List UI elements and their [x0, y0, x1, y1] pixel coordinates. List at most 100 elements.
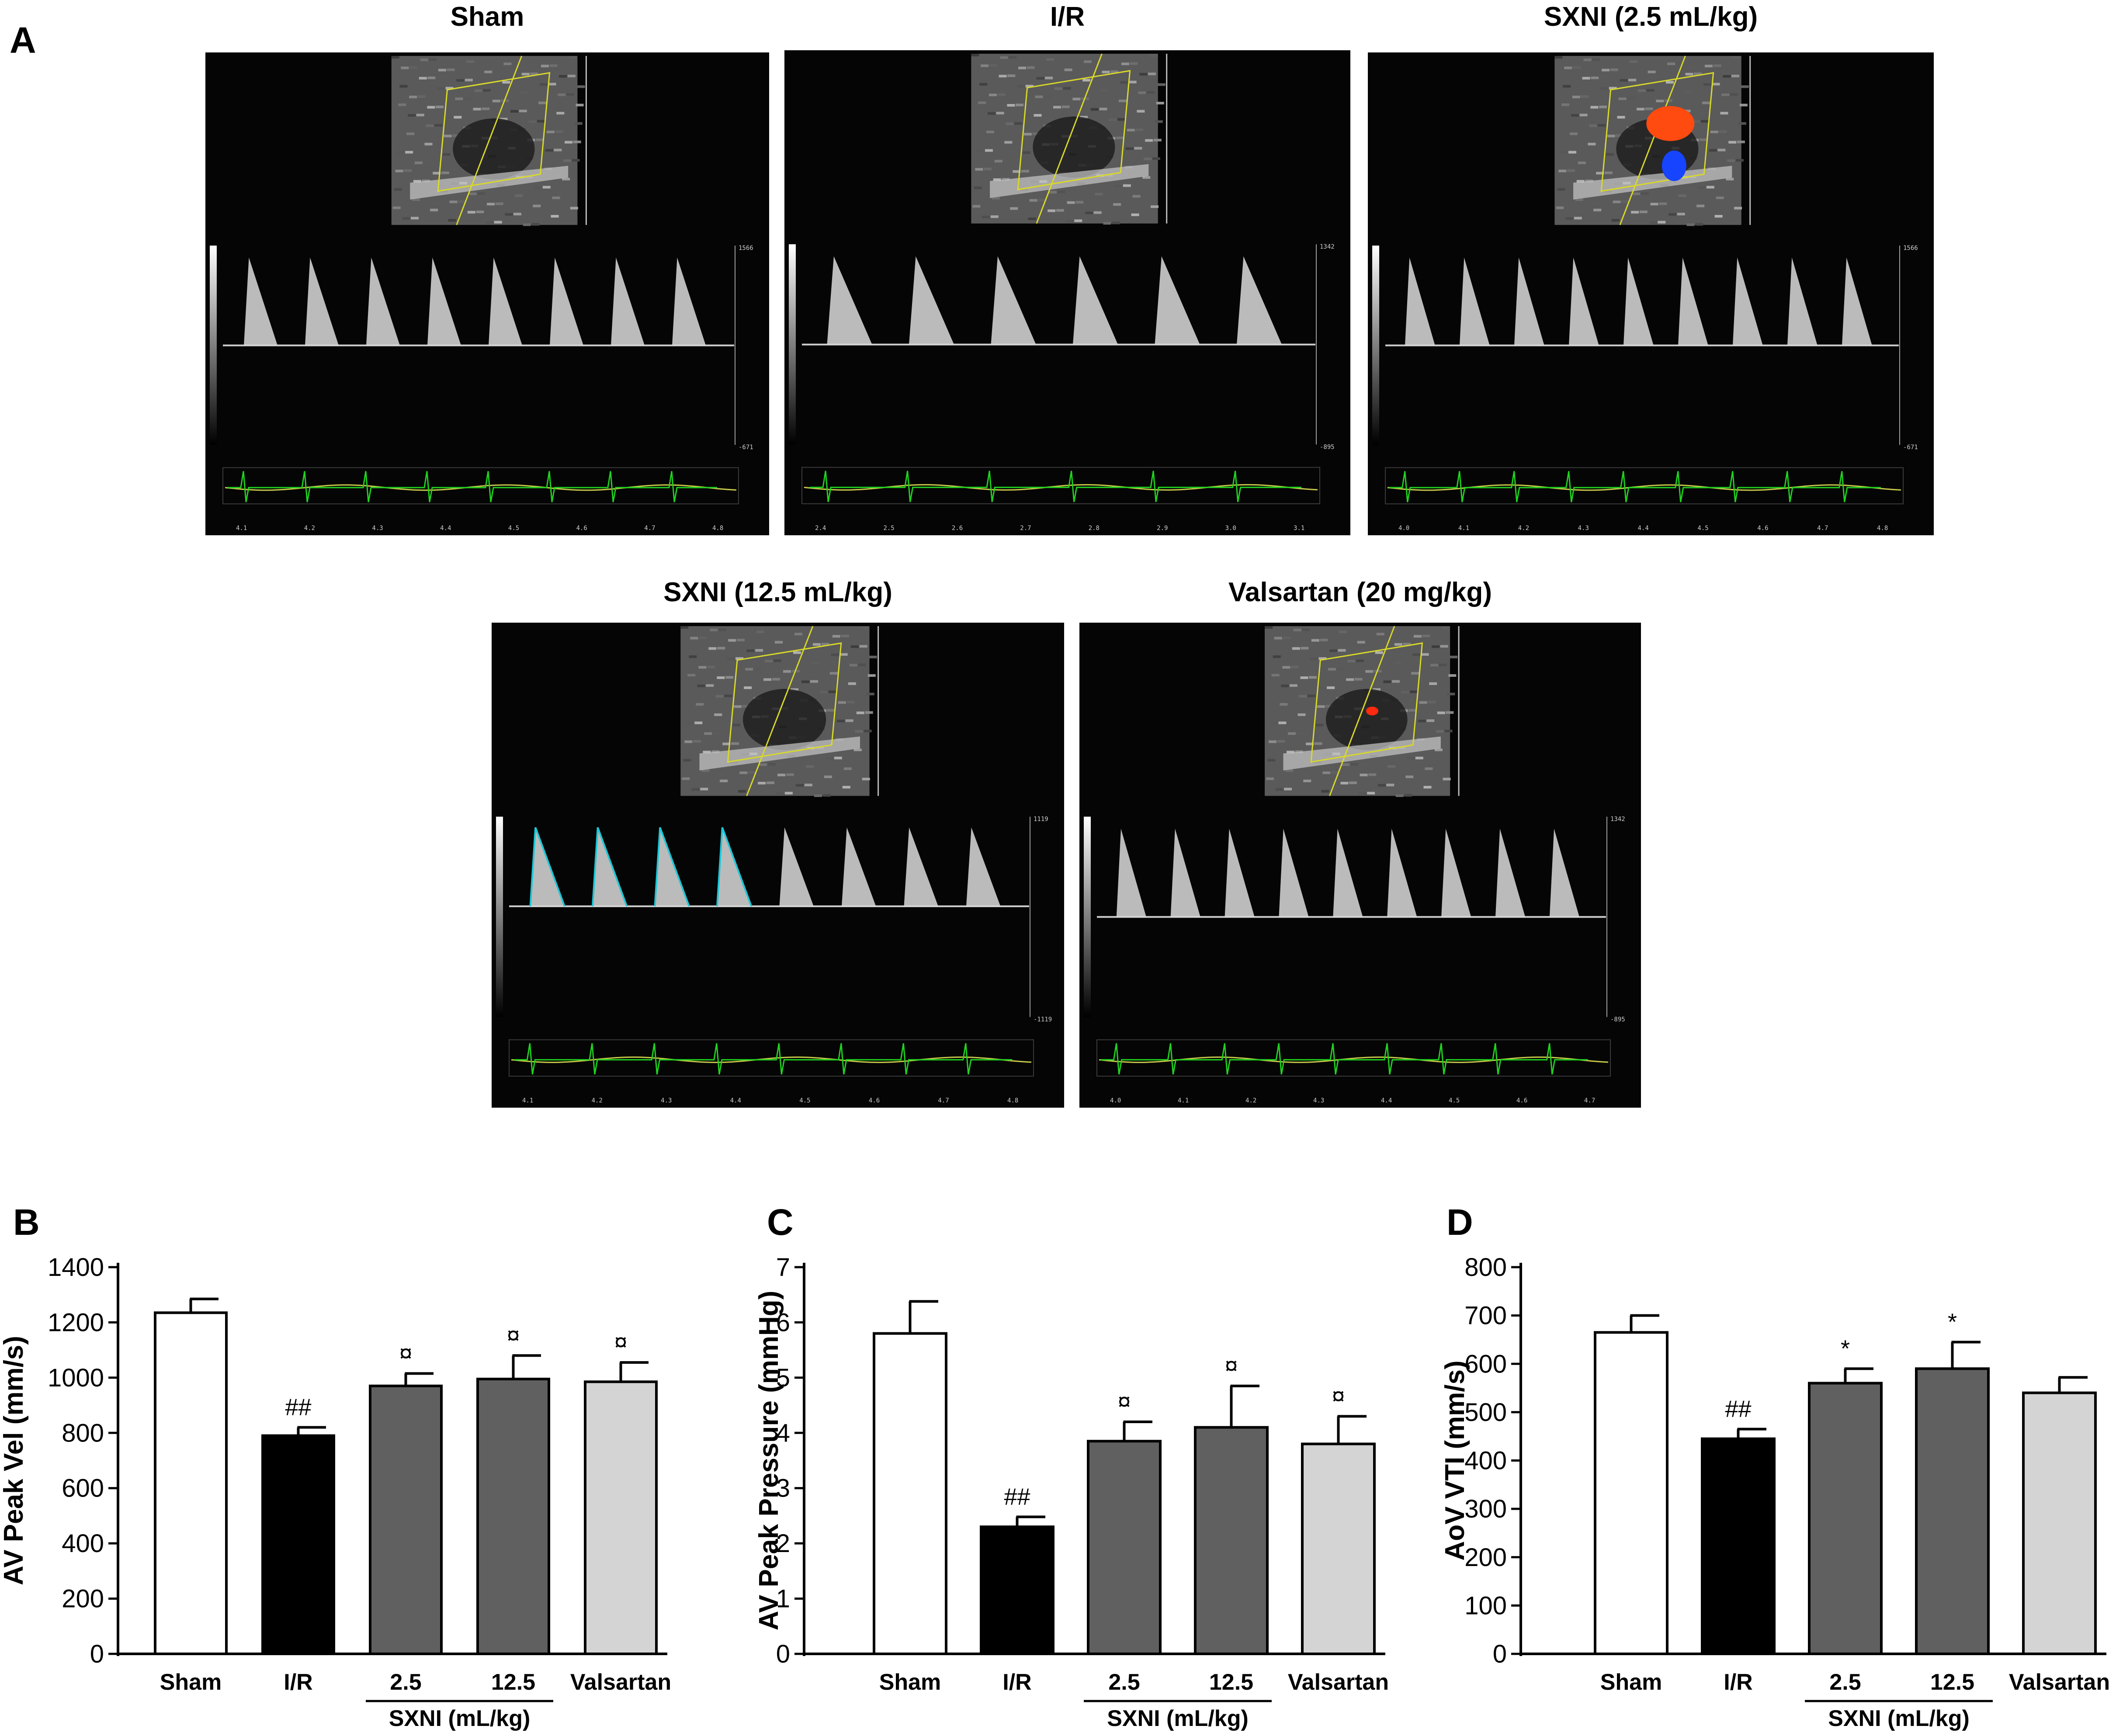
svg-text:4.7: 4.7: [1817, 525, 1828, 532]
svg-text:4.0: 4.0: [1110, 1097, 1121, 1104]
svg-text:4.5: 4.5: [1449, 1097, 1460, 1104]
bar: [1915, 1367, 1990, 1655]
svg-text:2.5: 2.5: [883, 525, 894, 532]
svg-text:4.6: 4.6: [1516, 1097, 1527, 1104]
svg-text:2.8: 2.8: [1089, 525, 1100, 532]
y-tick-label: 1400: [48, 1253, 104, 1282]
y-tick-label: 600: [1464, 1350, 1507, 1378]
x-category-label: Valsartan: [1288, 1670, 1389, 1695]
bar: [1301, 1442, 1376, 1655]
svg-text:2.7: 2.7: [1020, 525, 1031, 532]
svg-text:1342: 1342: [1610, 816, 1625, 823]
bar: [1594, 1331, 1669, 1655]
panel-letter-d: D: [1447, 1202, 1473, 1243]
bar: [261, 1434, 335, 1655]
bar: [1808, 1382, 1883, 1655]
svg-text:-1119: -1119: [1034, 1016, 1052, 1023]
svg-text:-895: -895: [1320, 444, 1335, 450]
ultrasound-image: 1566 -671 4.1 4.2 4.3 4.4 4.5 4.6 4.7 4.8: [205, 52, 769, 535]
y-tick-label: 5: [776, 1364, 790, 1392]
bar-chart-av-peak-vel: 0 200 400 600 800 1000 1200 1400 AV Peak Vel (mm…: [0, 1223, 708, 1735]
svg-text:4.5: 4.5: [508, 525, 519, 532]
svg-text:4.1: 4.1: [236, 525, 247, 532]
significance-label: ¤: [614, 1329, 627, 1355]
ultrasound-title: Sham: [450, 2, 524, 32]
x-category-label: Sham: [1600, 1670, 1662, 1695]
svg-text:4.5: 4.5: [1697, 525, 1708, 532]
panel-letter-c: C: [767, 1202, 794, 1243]
svg-text:4.6: 4.6: [869, 1097, 880, 1104]
significance-label: ##: [1004, 1483, 1030, 1510]
group-label: SXNI (mL/kg): [389, 1706, 531, 1731]
significance-label: ¤: [1225, 1353, 1238, 1379]
y-tick-label: 0: [90, 1640, 104, 1668]
bar: [369, 1384, 443, 1656]
x-category-label: 12.5: [1209, 1670, 1253, 1695]
ultrasound-title: Valsartan (20 mg/kg): [1228, 577, 1492, 607]
bar: [1701, 1437, 1776, 1655]
y-tick-label: 1: [776, 1585, 790, 1613]
y-tick-label: 1200: [48, 1308, 104, 1337]
bar: [2022, 1391, 2097, 1655]
x-category-label: I/R: [1002, 1670, 1031, 1695]
svg-text:2.4: 2.4: [815, 525, 826, 532]
bar: [873, 1332, 947, 1655]
svg-text:4.1: 4.1: [522, 1097, 533, 1104]
significance-label: ¤: [1117, 1389, 1131, 1415]
y-tick-label: 700: [1464, 1302, 1507, 1330]
x-category-label: 12.5: [491, 1670, 535, 1695]
svg-text:4.8: 4.8: [1007, 1097, 1018, 1104]
x-category-label: I/R: [284, 1670, 312, 1695]
y-tick-label: 6: [776, 1308, 790, 1337]
bar: [980, 1525, 1055, 1655]
bar: [1087, 1440, 1162, 1655]
svg-text:4.3: 4.3: [372, 525, 383, 532]
svg-text:2.9: 2.9: [1157, 525, 1168, 532]
svg-text:4.4: 4.4: [440, 525, 451, 532]
svg-text:4.6: 4.6: [576, 525, 587, 532]
x-category-label: Valsartan: [2009, 1670, 2110, 1695]
x-category-label: Sham: [160, 1670, 222, 1695]
significance-label: ¤: [1332, 1383, 1345, 1409]
bar-chart-av-peak-pressure: 0 1 2 3 4 5 6 7 AV Peak Pressure (mmHg) Sham ## I/R…: [717, 1223, 1425, 1735]
ultrasound-title: I/R: [1050, 2, 1085, 32]
svg-text:4.3: 4.3: [1313, 1097, 1324, 1104]
ultrasound-image: 1566 -671 4.0 4.1 4.2 4.3 4.4 4.5 4.6 4.7 4.8: [1368, 52, 1934, 535]
y-tick-label: 0: [1493, 1640, 1507, 1668]
significance-label: ##: [285, 1394, 311, 1421]
svg-text:4.2: 4.2: [592, 1097, 603, 1104]
y-tick-label: 0: [776, 1640, 790, 1668]
significance-label: ##: [1725, 1396, 1751, 1422]
ultrasound-image: 1342 -895 4.0 4.1 4.2 4.3 4.4 4.5 4.6 4.7: [1079, 623, 1641, 1108]
bar: [1194, 1426, 1269, 1655]
svg-text:3.0: 3.0: [1225, 525, 1236, 532]
svg-text:4.2: 4.2: [1245, 1097, 1256, 1104]
y-tick-label: 2: [776, 1529, 790, 1558]
x-category-label: 2.5: [1108, 1670, 1140, 1695]
x-category-label: 12.5: [1930, 1670, 1974, 1695]
y-tick-label: 200: [62, 1585, 104, 1613]
y-tick-label: 400: [1464, 1447, 1507, 1475]
svg-text:4.1: 4.1: [1458, 525, 1469, 532]
y-tick-label: 300: [1464, 1495, 1507, 1523]
svg-text:4.7: 4.7: [938, 1097, 949, 1104]
x-category-label: 2.5: [390, 1670, 421, 1695]
x-category-label: Sham: [879, 1670, 941, 1695]
panel-letter-a: A: [10, 20, 36, 61]
svg-text:4.1: 4.1: [1178, 1097, 1189, 1104]
ultrasound-title: SXNI (12.5 mL/kg): [663, 577, 892, 607]
y-axis-label: AV Peak Pressure (mmHg): [754, 1291, 784, 1631]
significance-label: *: [1841, 1335, 1850, 1362]
bar-chart-aov-vti: 0 100 200 300 400 500 600 700 800 AoV VTI (mm/s) S…: [1412, 1223, 2115, 1735]
svg-text:-895: -895: [1610, 1016, 1625, 1023]
svg-text:-671: -671: [1903, 444, 1918, 451]
svg-text:4.8: 4.8: [712, 525, 723, 532]
y-axis-label: AV Peak Vel (mm/s): [0, 1336, 29, 1585]
bar: [476, 1378, 550, 1655]
svg-text:4.0: 4.0: [1398, 525, 1409, 532]
svg-text:4.3: 4.3: [661, 1097, 672, 1104]
svg-text:4.6: 4.6: [1757, 525, 1768, 532]
x-category-label: Valsartan: [570, 1670, 671, 1695]
svg-text:-671: -671: [739, 444, 753, 451]
svg-text:4.4: 4.4: [730, 1097, 741, 1104]
